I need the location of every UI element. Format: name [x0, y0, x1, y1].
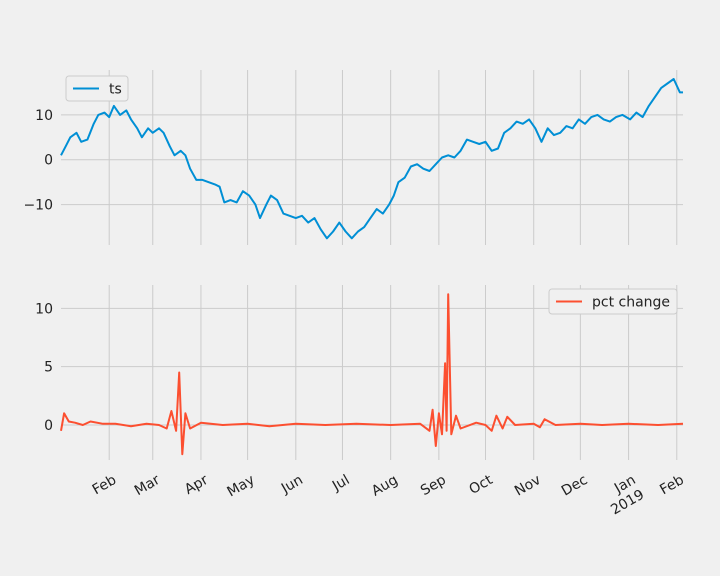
y-tick-label: 0	[44, 153, 53, 169]
x-tick-label-line: Jul	[329, 472, 353, 495]
legend: ts	[65, 75, 129, 102]
x-tick-label: Jul	[329, 472, 353, 495]
y-tick-label: 10	[35, 108, 53, 124]
y-tick-label: 10	[35, 301, 53, 317]
top-axes: −10 0 10 ts	[23, 70, 683, 245]
y-tick-label: 0	[44, 418, 53, 434]
legend-label: pct change	[592, 295, 670, 311]
series-line-pct-change	[60, 293, 684, 456]
y-tick-label: −10	[23, 198, 53, 214]
y-tick-label: 5	[44, 360, 53, 376]
series-line-ts	[60, 78, 683, 240]
legend-box	[548, 288, 678, 315]
legend-label: ts	[109, 82, 122, 98]
legend: pct change	[548, 288, 678, 315]
